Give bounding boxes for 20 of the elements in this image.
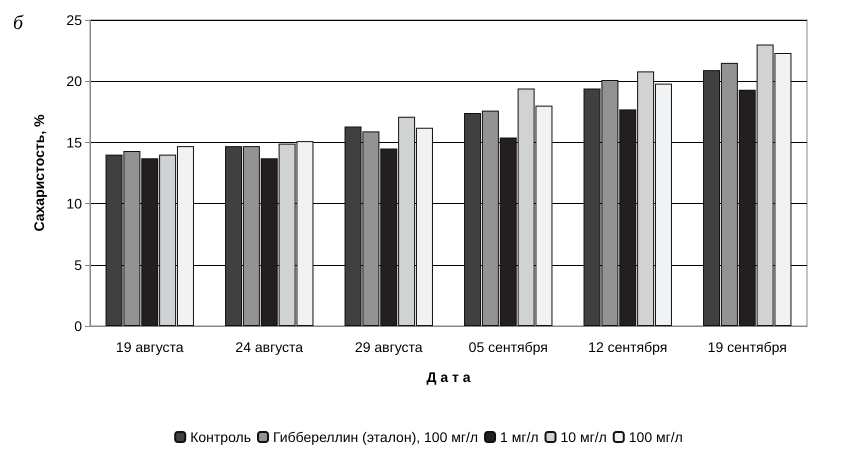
x-tick-label: 24 августа <box>235 339 304 355</box>
y-tick-label: 25 <box>66 12 82 28</box>
legend-label: Гиббереллин (эталон), 100 мг/л <box>273 429 478 445</box>
y-tick-label: 0 <box>74 318 82 334</box>
y-tick-label: 10 <box>66 196 82 212</box>
legend-label: 10 мг/л <box>560 429 607 445</box>
x-axis-title: Д а т а <box>426 369 471 385</box>
legend-label: 100 мг/л <box>628 429 683 445</box>
legend-label: Контроль <box>190 429 252 445</box>
y-tick-label: 15 <box>66 134 82 150</box>
y-tick-label: 5 <box>74 256 82 273</box>
x-tick-label: 05 сентября <box>468 339 548 355</box>
x-tick-label: 19 августа <box>116 339 184 355</box>
y-tick-label: 20 <box>66 73 82 90</box>
chart-title: б <box>13 12 24 34</box>
legend-label: 1 мг/л <box>500 429 539 445</box>
x-tick-label: 19 сентября <box>708 339 787 355</box>
y-axis-title: Сахаристость, % <box>31 114 47 232</box>
x-tick-label: 12 сентября <box>588 339 668 355</box>
x-tick-label: 29 августа <box>354 339 423 355</box>
